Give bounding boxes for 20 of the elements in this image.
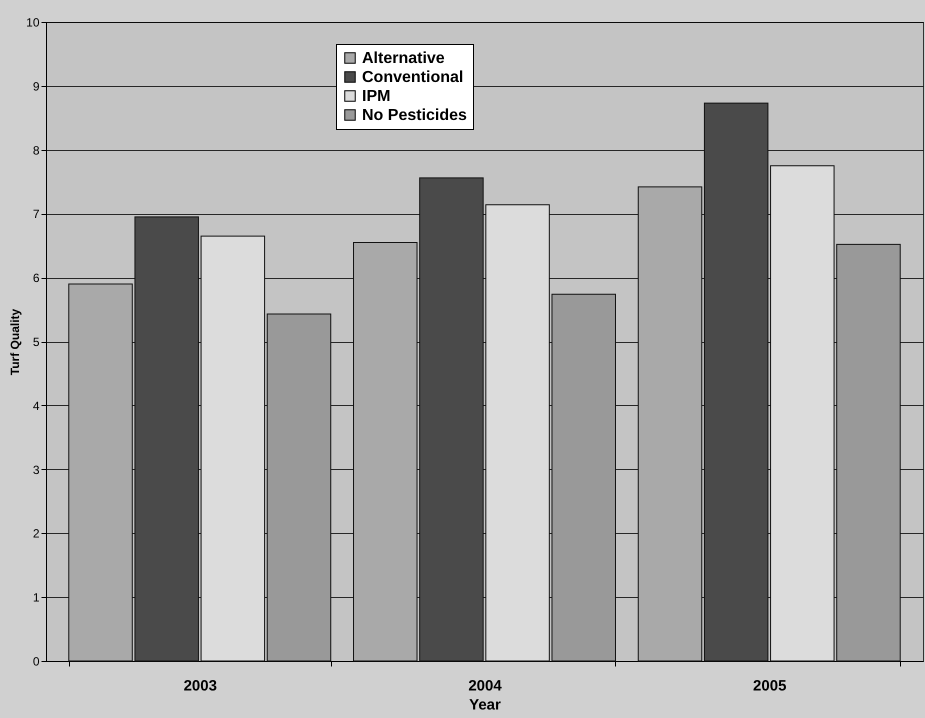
y-tick-label: 8 [32, 143, 40, 158]
x-axis-title: Year [469, 696, 502, 714]
legend-label: No Pesticides [362, 107, 468, 124]
x-tick-label: 2003 [184, 678, 217, 694]
y-tick-label: 1 [32, 590, 40, 605]
x-tick-label: 2005 [753, 678, 786, 694]
y-tick-label: 6 [32, 271, 40, 286]
legend-label: IPM [362, 88, 390, 105]
y-tick-label: 3 [32, 462, 40, 477]
y-tick-label: 9 [32, 79, 40, 94]
y-tick-label: 7 [32, 207, 40, 222]
y-tick-label: 0 [32, 654, 40, 668]
legend-label: Conventional [362, 69, 464, 86]
y-tick-label: 2 [32, 526, 40, 541]
y-axis-title: Turf Quality [8, 308, 22, 376]
y-tick-label: 4 [32, 398, 40, 413]
x-tick-label: 2004 [468, 678, 502, 694]
y-tick-label: 5 [32, 335, 40, 349]
legend-label: Alternative [362, 50, 445, 67]
y-tick-label: 10 [26, 16, 40, 30]
